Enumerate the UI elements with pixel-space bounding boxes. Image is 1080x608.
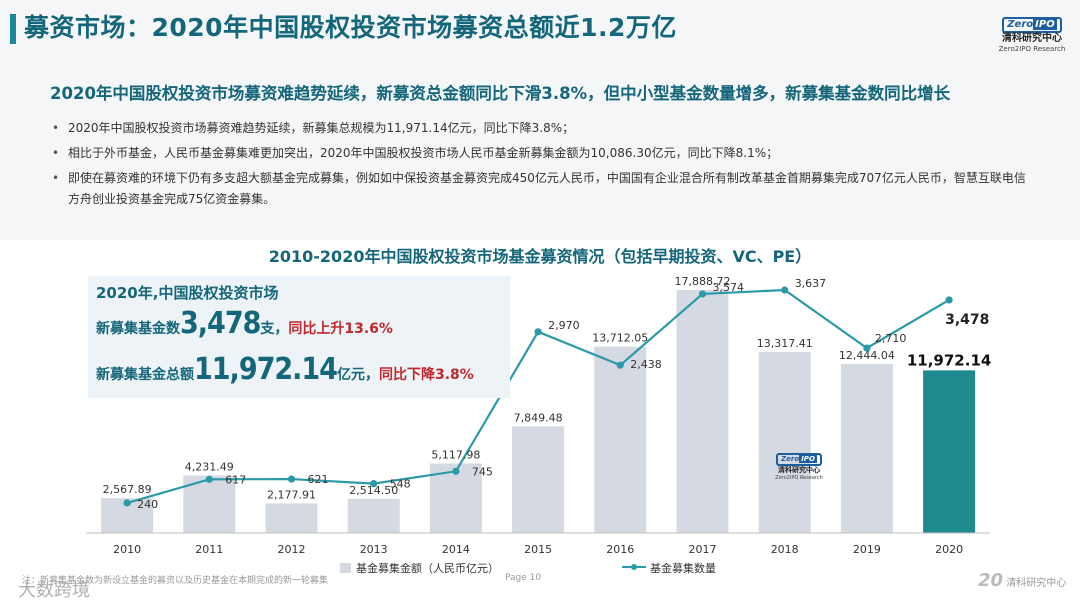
bullet-item: • 即使在募资难的环境下仍有多支超大额基金完成募集，例如如中保投资基金募资完成45… [52, 171, 1026, 206]
line-value-label: 240 [137, 498, 158, 511]
bullet-list: • 2020年中国股权投资市场募资难趋势延续，新募集总规模为11,971.14亿元… [52, 118, 1032, 214]
bar-value-label: 2,177.91 [267, 488, 316, 501]
bar-value-label: 7,849.48 [514, 411, 563, 424]
count-point-2020 [945, 296, 953, 304]
bar-2012 [265, 503, 318, 533]
chart-watermark-logo: Zero IPO 清科研究中心 Zero2IPO Research [775, 453, 823, 481]
line-value-label: 617 [225, 473, 246, 486]
footer-logo: 20 清科研究中心 [978, 570, 1067, 591]
count-point-2017 [698, 290, 707, 298]
bar-value-label: 2,567.89 [103, 483, 152, 496]
logo-cn-text: 清科研究中心 [1002, 33, 1062, 44]
x-tick-label: 2020 [935, 543, 963, 556]
legend-bar-label: 基金募集金额（人民币亿元） [356, 561, 499, 575]
highlight-heading: 2020年,中国股权投资市场 [96, 284, 279, 302]
x-tick-label: 2015 [524, 543, 552, 556]
legend-bar-swatch [340, 563, 351, 573]
count-point-2011 [205, 475, 213, 483]
title-accent-bar [10, 14, 16, 44]
highlight-box: 2020年,中国股权投资市场 新募集基金数3,478支，同比上升13.6% 新募… [88, 276, 510, 398]
count-point-2013 [370, 480, 378, 488]
bar-2020 [923, 370, 976, 533]
line-value-label: 3,574 [713, 281, 745, 294]
x-tick-label: 2016 [606, 543, 634, 556]
line-value-label: 2,438 [630, 358, 662, 371]
count-point-2014 [452, 467, 460, 475]
legend-line-label: 基金募集数量 [650, 561, 716, 575]
watermark-text: 大数跨境 [18, 580, 90, 601]
x-tick-label: 2013 [360, 543, 388, 556]
bar-value-label: 2,514.50 [349, 484, 398, 497]
bar-value-label: 13,712.05 [592, 332, 648, 345]
bar-2016 [594, 346, 647, 533]
bar-2014 [429, 463, 482, 533]
bullet-item: • 相比于外币基金，人民币基金募集难更加突出，2020年中国股权投资市场人民币基金… [52, 146, 779, 160]
chart-title: 2010-2020年中国股权投资市场基金募资情况（包括早期投资、VC、PE） [268, 247, 812, 266]
bullet-item: • 2020年中国股权投资市场募资难趋势延续，新募集总规模为11,971.14亿元… [52, 121, 575, 135]
header-band [0, 0, 1080, 240]
x-tick-label: 2011 [195, 543, 223, 556]
fund-count-value: 3,478 [180, 306, 261, 341]
line-value-label: 745 [472, 465, 493, 478]
fund-amount-value: 11,972.14 [194, 352, 338, 387]
bar-value-label: 5,117.98 [431, 448, 480, 461]
bar-value-label: 12,444.04 [839, 349, 895, 362]
bar-value-label: 13,317.41 [757, 337, 813, 350]
bar-2019 [840, 363, 893, 533]
x-tick-label: 2018 [771, 543, 799, 556]
bar-value-label: 11,972.14 [907, 351, 991, 369]
line-value-label: 2,970 [548, 319, 580, 332]
bar-value-label: 17,888.72 [675, 275, 731, 288]
line-value-label: 3,478 [945, 312, 989, 328]
count-point-2012 [287, 475, 296, 483]
bar-2017 [676, 290, 729, 533]
page-title: 募资市场：2020年中国股权投资市场募资总额近1.2万亿 [24, 13, 677, 42]
line-value-label: 621 [308, 473, 329, 486]
x-tick-label: 2019 [853, 543, 881, 556]
count-point-2018 [781, 286, 789, 294]
legend-line-marker [631, 564, 637, 570]
fund-count-line: 新募集基金数3,478支，同比上升13.6% [96, 306, 393, 341]
x-tick-label: 2017 [689, 543, 717, 556]
line-value-label: 3,637 [795, 277, 827, 290]
page-number: Page 10 [505, 573, 542, 583]
count-point-2015 [534, 328, 542, 336]
logo-en-text: Zero2IPO Research [998, 45, 1066, 53]
x-tick-label: 2010 [113, 543, 141, 556]
fund-amount-change: 同比下降3.8% [378, 367, 474, 383]
count-point-2010 [123, 499, 131, 507]
line-value-label: 2,710 [875, 332, 907, 345]
line-value-label: 548 [390, 478, 411, 491]
logo-mark: Zero IPO [1002, 17, 1062, 33]
count-point-2019 [863, 344, 871, 352]
x-tick-label: 2014 [442, 543, 470, 556]
bar-value-label: 4,231.49 [185, 461, 234, 474]
fund-count-change: 同比上升13.6% [288, 321, 393, 337]
bar-2013 [347, 498, 400, 533]
zero2ipo-logo: Zero IPO 清科研究中心 Zero2IPO Research [996, 12, 1068, 54]
bar-2015 [512, 426, 565, 533]
fund-amount-line: 新募集基金总额11,972.14亿元，同比下降3.8% [96, 352, 474, 387]
bar-2018 [758, 352, 811, 533]
footer-note: 注：新募集基金数为新设立基金的募资以及历史基金在本期完成的新一轮募集 [22, 576, 329, 586]
count-point-2016 [616, 361, 624, 369]
slide-subtitle: 2020年中国股权投资市场募资难趋势延续，新募资总金额同比下滑3.8%，但中小型… [50, 84, 951, 103]
x-tick-label: 2012 [278, 543, 306, 556]
